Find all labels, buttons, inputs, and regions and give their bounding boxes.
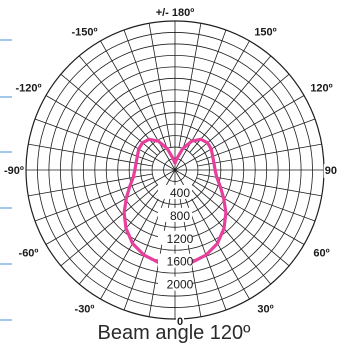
radial-tick-label-bg [158,276,192,291]
radial-tick-label: 1600 [167,255,194,269]
angle-label-bg [253,25,278,40]
grid-spoke [34,177,154,222]
angle-label-bg [256,302,275,317]
grid-spoke [196,177,316,222]
angle-label: -150º [71,27,97,39]
angle-label: 150º [254,27,276,39]
angle-labels: +/- 180º -150º 150º -120º 120º -90º 90 -60º 60º -… [3,6,339,329]
light-distribution-curves [122,137,228,267]
grid-spoke [78,187,161,285]
radial-tick-label-bg [158,184,192,199]
angle-label: -120º [15,83,41,95]
angle-label-bg [17,246,40,261]
angle-label: -30º [75,304,95,316]
grid-spoke [28,143,153,167]
grid-spoke [148,23,172,148]
angle-label: 0 [177,316,183,328]
grid-spoke [123,29,168,149]
grid-spoke [178,23,202,148]
angle-label: 30º [257,304,273,316]
grid-spoke [174,40,250,171]
distribution-curve [122,137,228,267]
angle-label: -60º [19,248,39,260]
angle-label-bg [154,6,196,20]
chart-caption: Beam angle 120º [97,322,251,344]
angle-label: -90º [4,165,24,177]
radial-tick-label: 800 [170,209,190,223]
angle-label: 60º [313,248,329,260]
grid-spoke [192,184,290,267]
radial-tick-label-bg [158,230,192,245]
angle-label-bg [309,81,334,96]
grid-spoke [189,187,272,285]
grid-spoke [34,118,154,163]
angle-label-bg [73,302,96,317]
polar-grid [25,20,325,320]
radial-tick-label: 2000 [167,278,194,292]
radial-tick-label: 400 [170,186,190,200]
grid-spoke [196,118,316,163]
angle-label: 90 [325,165,337,177]
radial-tick-label-bg [158,207,192,222]
angle-label-bg [312,246,331,261]
angle-label: +/- 180º [156,7,195,19]
angle-label-bg [175,315,184,329]
radial-tick-label: 1200 [167,232,194,246]
radial-tick-labels: 400 800 1200 1600 2000 [158,184,194,292]
angle-label: 120º [310,83,332,95]
grid-spoke [197,143,322,167]
angle-label-bg [323,164,339,178]
angle-label-bg [14,81,43,96]
angle-label-bg [70,25,99,40]
grid-spoke [174,95,305,171]
grid-spoke [100,40,176,171]
angle-label-bg [3,164,25,178]
grid-spoke [189,55,272,153]
grid-spoke [182,29,227,149]
left-margin-ticks [0,39,12,321]
grid-spoke [60,184,158,267]
grid-spoke [45,169,176,245]
radial-tick-label-bg [158,253,192,268]
grid-spoke [174,169,305,245]
grid-spoke [78,55,161,153]
grid-spoke [45,95,176,171]
